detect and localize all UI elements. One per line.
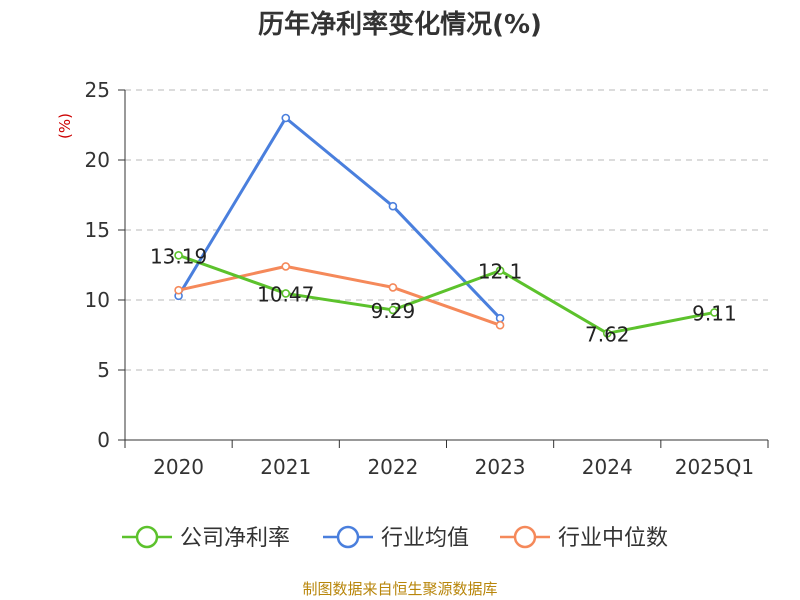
series-1 xyxy=(174,113,505,323)
y-axis-label: (%) xyxy=(56,113,74,139)
y-tick-label: 15 xyxy=(85,218,110,242)
grid-lines xyxy=(125,89,768,371)
legend-label: 公司净利率 xyxy=(180,526,290,551)
legend-marker xyxy=(513,525,537,549)
series-line-1 xyxy=(177,116,502,320)
y-tick-label: 5 xyxy=(97,358,110,382)
x-tick-label: 2022 xyxy=(367,455,418,479)
data-point xyxy=(174,251,183,260)
chart-title: 历年净利率变化情况(%) xyxy=(258,9,542,40)
x-tick-label: 2025Q1 xyxy=(675,455,754,479)
data-label: 7.62 xyxy=(585,322,630,346)
data-point xyxy=(602,329,612,338)
data-point xyxy=(281,289,291,298)
data-point xyxy=(281,262,291,271)
legend-item-0: 公司净利率 xyxy=(122,525,290,551)
data-point xyxy=(495,320,505,330)
data-label: 9.11 xyxy=(692,301,737,325)
x-tick-label: 2024 xyxy=(582,455,633,479)
series-line-2 xyxy=(178,264,501,327)
x-tick-label: 2021 xyxy=(260,455,311,479)
series-0 xyxy=(174,251,719,338)
series-2 xyxy=(174,262,505,330)
series-line-0 xyxy=(178,253,715,335)
source-note: 制图数据来自恒生聚源数据库 xyxy=(302,580,497,598)
data-point xyxy=(710,308,719,317)
legend-label: 行业中位数 xyxy=(558,526,668,551)
data-label: 13.19 xyxy=(150,244,207,268)
data-point xyxy=(388,305,398,315)
legend-marker xyxy=(336,525,360,549)
y-tick-label: 0 xyxy=(97,428,110,452)
x-tick-label: 2020 xyxy=(153,455,204,479)
x-tick-label: 2023 xyxy=(475,455,526,479)
data-point xyxy=(174,285,183,295)
y-tick-label: 20 xyxy=(85,148,110,172)
data-point xyxy=(495,266,505,275)
y-tick-label: 25 xyxy=(85,78,110,102)
data-point xyxy=(388,201,398,211)
legend: 公司净利率 行业均值 行业中位数 xyxy=(122,525,668,551)
data-point xyxy=(281,113,291,123)
legend-label: 行业均值 xyxy=(381,526,469,551)
data-label: 9.29 xyxy=(371,299,416,323)
data-label: 12.1 xyxy=(478,260,523,284)
legend-item-1: 行业均值 xyxy=(323,525,469,551)
legend-item-2: 行业中位数 xyxy=(500,525,668,551)
data-label: 10.47 xyxy=(257,282,314,306)
data-point xyxy=(388,283,398,292)
data-point xyxy=(495,313,505,323)
axes: 0 5 10 15 20 25 2020 2021 2022 2023 2024 2025Q1 xyxy=(85,78,769,479)
legend-marker xyxy=(135,525,159,549)
data-labels: 13.19 10.47 9.29 12.1 7.62 9.11 xyxy=(150,244,737,346)
y-tick-label: 10 xyxy=(85,288,110,312)
series-lines xyxy=(174,113,719,338)
